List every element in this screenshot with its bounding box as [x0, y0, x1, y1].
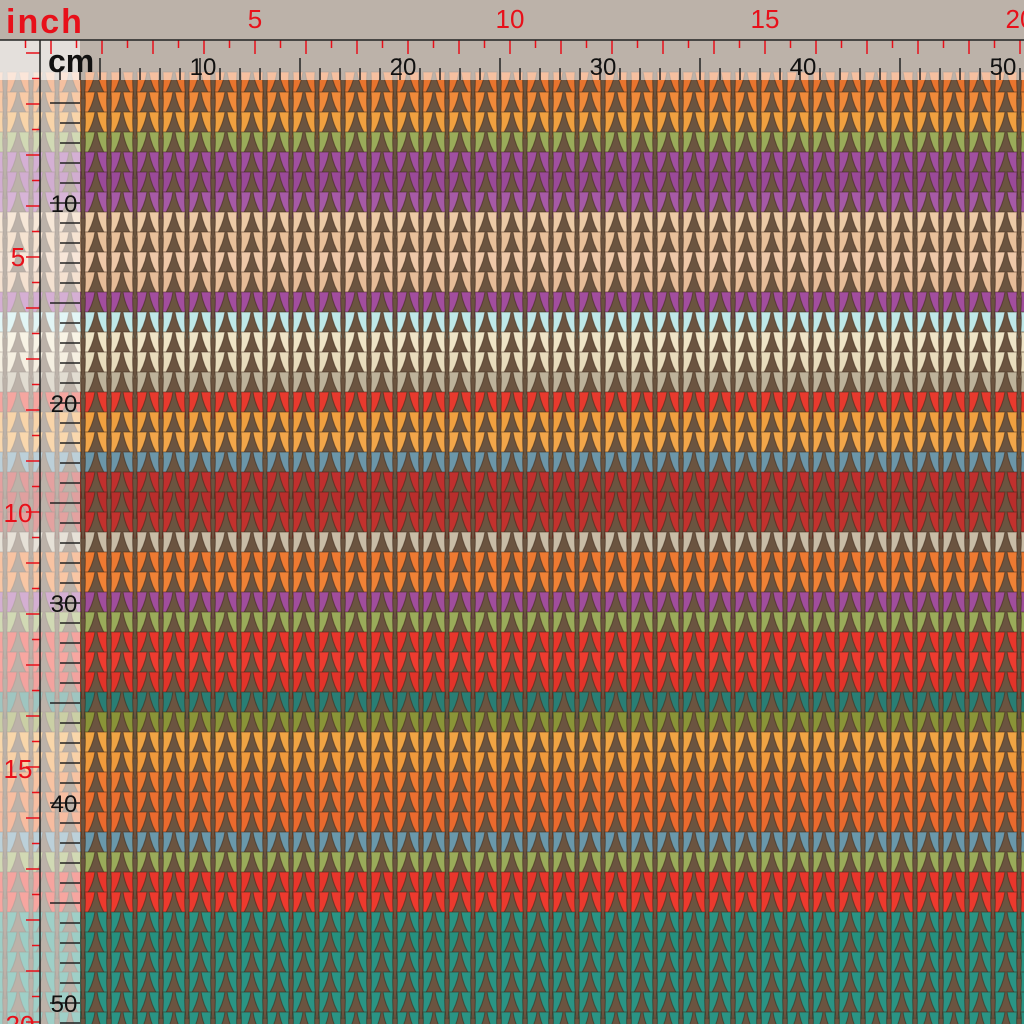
knit-row	[0, 511, 1024, 540]
left-inch-label: 20	[6, 1010, 35, 1024]
knit-row	[0, 731, 1024, 760]
cm-unit: cm	[48, 43, 94, 79]
knit-row	[0, 171, 1024, 200]
knit-row	[0, 471, 1024, 500]
top-inch-label: 15	[751, 4, 780, 34]
top-cm-label: 20	[390, 54, 417, 81]
knit-row	[0, 611, 1024, 640]
top-cm-label: 10	[190, 54, 217, 81]
left-cm-label: 10	[51, 191, 78, 218]
top-cm-label: 50	[990, 54, 1017, 81]
top-inch-label: 10	[496, 4, 525, 34]
top-cm-label: 40	[790, 54, 817, 81]
top-cm-label: 30	[590, 54, 617, 81]
knit-row	[0, 371, 1024, 400]
knit-row	[0, 1011, 1024, 1024]
inch-unit: inch	[6, 3, 84, 41]
left-inch-label: 10	[4, 498, 33, 528]
left-inch-label: 15	[4, 754, 33, 784]
left-inch-label: 5	[11, 242, 25, 272]
top-inch-label: 5	[248, 4, 262, 34]
knit-row	[0, 111, 1024, 140]
left-cm-label: 40	[51, 791, 78, 818]
knit-pattern	[0, 71, 1024, 1024]
left-cm-label: 20	[51, 391, 78, 418]
knit-row	[0, 871, 1024, 900]
ruler-ticks	[0, 39, 1024, 1024]
top-inch-label: 20	[1006, 4, 1024, 34]
knit-row	[0, 451, 1024, 480]
left-cm-label: 50	[51, 991, 78, 1018]
knit-row	[0, 571, 1024, 600]
left-cm-label: 30	[51, 591, 78, 618]
